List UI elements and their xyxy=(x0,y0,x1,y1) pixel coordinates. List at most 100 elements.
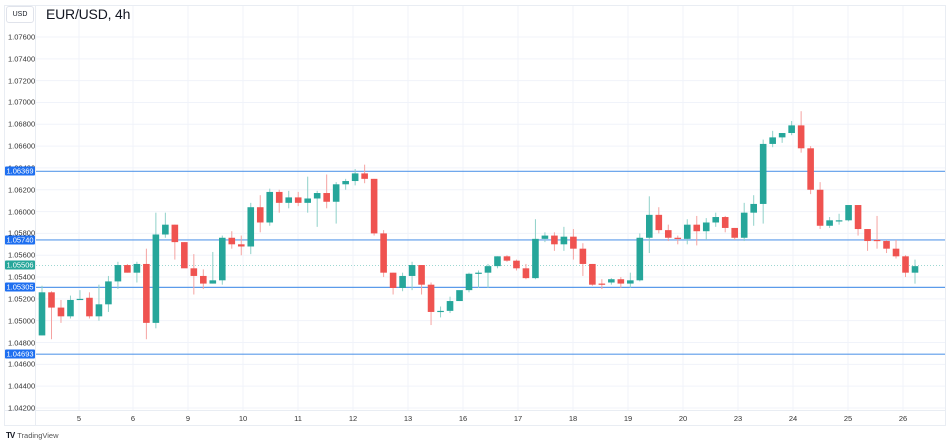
candle-up[interactable] xyxy=(105,275,112,312)
candle-down[interactable] xyxy=(124,263,131,273)
candle-down[interactable] xyxy=(228,231,236,249)
candle-down[interactable] xyxy=(389,272,397,295)
candle-up[interactable] xyxy=(351,169,359,186)
candle-down[interactable] xyxy=(873,215,881,249)
candle-down[interactable] xyxy=(86,292,93,319)
candle-up[interactable] xyxy=(845,205,852,222)
candle-down[interactable] xyxy=(181,242,188,269)
candle-up[interactable] xyxy=(702,218,710,240)
candle-up[interactable] xyxy=(835,213,843,225)
candle-down[interactable] xyxy=(902,255,909,278)
candle-down[interactable] xyxy=(589,263,596,286)
candle-up[interactable] xyxy=(911,259,919,284)
candle-up[interactable] xyxy=(332,182,340,224)
candle-up[interactable] xyxy=(646,196,653,254)
candle-down[interactable] xyxy=(513,259,520,271)
candle-up[interactable] xyxy=(475,270,482,288)
candle-down[interactable] xyxy=(294,191,302,207)
candle-down[interactable] xyxy=(864,229,871,251)
candle-down[interactable] xyxy=(551,232,558,251)
candle-down[interactable] xyxy=(854,205,862,236)
candle-down[interactable] xyxy=(664,224,672,242)
candle-up[interactable] xyxy=(484,263,492,288)
candle-up[interactable] xyxy=(541,232,549,243)
candle-up[interactable] xyxy=(750,195,757,226)
candle-down[interactable] xyxy=(579,243,587,276)
candle-up[interactable] xyxy=(788,121,795,136)
candle-down[interactable] xyxy=(361,164,368,184)
candle-down[interactable] xyxy=(256,195,264,233)
candle-down[interactable] xyxy=(598,279,606,290)
candle-up[interactable] xyxy=(560,226,568,251)
candle-up[interactable] xyxy=(740,202,748,242)
candle-up[interactable] xyxy=(38,285,46,336)
candle-up[interactable] xyxy=(608,278,615,285)
candle-up[interactable] xyxy=(266,188,274,226)
candle-up[interactable] xyxy=(285,190,293,209)
candle-up[interactable] xyxy=(95,284,103,321)
candle-down[interactable] xyxy=(522,263,530,280)
candle-up[interactable] xyxy=(465,272,473,293)
candle-up[interactable] xyxy=(114,261,122,290)
candle-down[interactable] xyxy=(655,207,663,234)
candle-up[interactable] xyxy=(342,178,349,190)
candle-down[interactable] xyxy=(816,182,824,230)
candle-down[interactable] xyxy=(57,299,65,323)
candle-down[interactable] xyxy=(617,277,625,288)
tradingview-branding[interactable]: TV TradingView xyxy=(6,431,59,440)
candle-down[interactable] xyxy=(731,227,739,240)
candle-up[interactable] xyxy=(759,139,767,224)
candle-up[interactable] xyxy=(636,233,644,282)
candle-down[interactable] xyxy=(48,291,55,340)
candle-down[interactable] xyxy=(503,255,511,262)
candle-up[interactable] xyxy=(408,261,416,291)
candle-down[interactable] xyxy=(693,215,701,246)
candle-up[interactable] xyxy=(67,295,74,319)
candle-down[interactable] xyxy=(883,239,890,254)
candle-down[interactable] xyxy=(427,282,435,326)
candle-up[interactable] xyxy=(683,219,691,245)
candle-up[interactable] xyxy=(152,212,160,329)
candle-up[interactable] xyxy=(456,290,463,302)
candle-down[interactable] xyxy=(275,189,283,213)
candle-down[interactable] xyxy=(171,224,179,260)
candle-up[interactable] xyxy=(133,261,141,283)
candle-up[interactable] xyxy=(209,251,217,284)
candle-up[interactable] xyxy=(313,190,321,227)
candle-down[interactable] xyxy=(200,269,207,290)
candle-up[interactable] xyxy=(778,133,786,143)
candle-up[interactable] xyxy=(627,272,634,288)
candle-up[interactable] xyxy=(76,290,84,301)
candle-down[interactable] xyxy=(190,254,198,295)
candle-up[interactable] xyxy=(712,212,720,227)
candle-up[interactable] xyxy=(162,212,169,238)
candle-down[interactable] xyxy=(797,111,805,153)
candle-up[interactable] xyxy=(304,176,311,213)
candle-up[interactable] xyxy=(494,256,501,269)
candle-up[interactable] xyxy=(437,306,444,318)
candle-up[interactable] xyxy=(532,219,539,280)
brand-name: TradingView xyxy=(17,431,59,440)
candle-down[interactable] xyxy=(807,146,814,195)
currency-button[interactable]: USD xyxy=(6,6,34,23)
candle-down[interactable] xyxy=(143,248,150,340)
candle-down[interactable] xyxy=(674,235,682,245)
candle-down[interactable] xyxy=(380,230,387,278)
candle-down[interactable] xyxy=(892,239,900,259)
candle-down[interactable] xyxy=(721,215,729,233)
candle-body xyxy=(48,292,55,308)
candle-up[interactable] xyxy=(218,235,226,285)
candle-down[interactable] xyxy=(323,174,330,209)
candle-down[interactable] xyxy=(570,229,577,260)
candle-up[interactable] xyxy=(399,272,406,292)
candle-up[interactable] xyxy=(247,202,255,255)
x-axis-label: 9 xyxy=(185,414,191,423)
candle-up[interactable] xyxy=(826,217,833,228)
candle-body xyxy=(560,236,568,245)
candle-up[interactable] xyxy=(769,130,776,148)
candle-up[interactable] xyxy=(446,296,454,314)
candle-down[interactable] xyxy=(237,235,245,256)
candle-down[interactable] xyxy=(370,178,378,236)
candle-down[interactable] xyxy=(418,265,425,295)
